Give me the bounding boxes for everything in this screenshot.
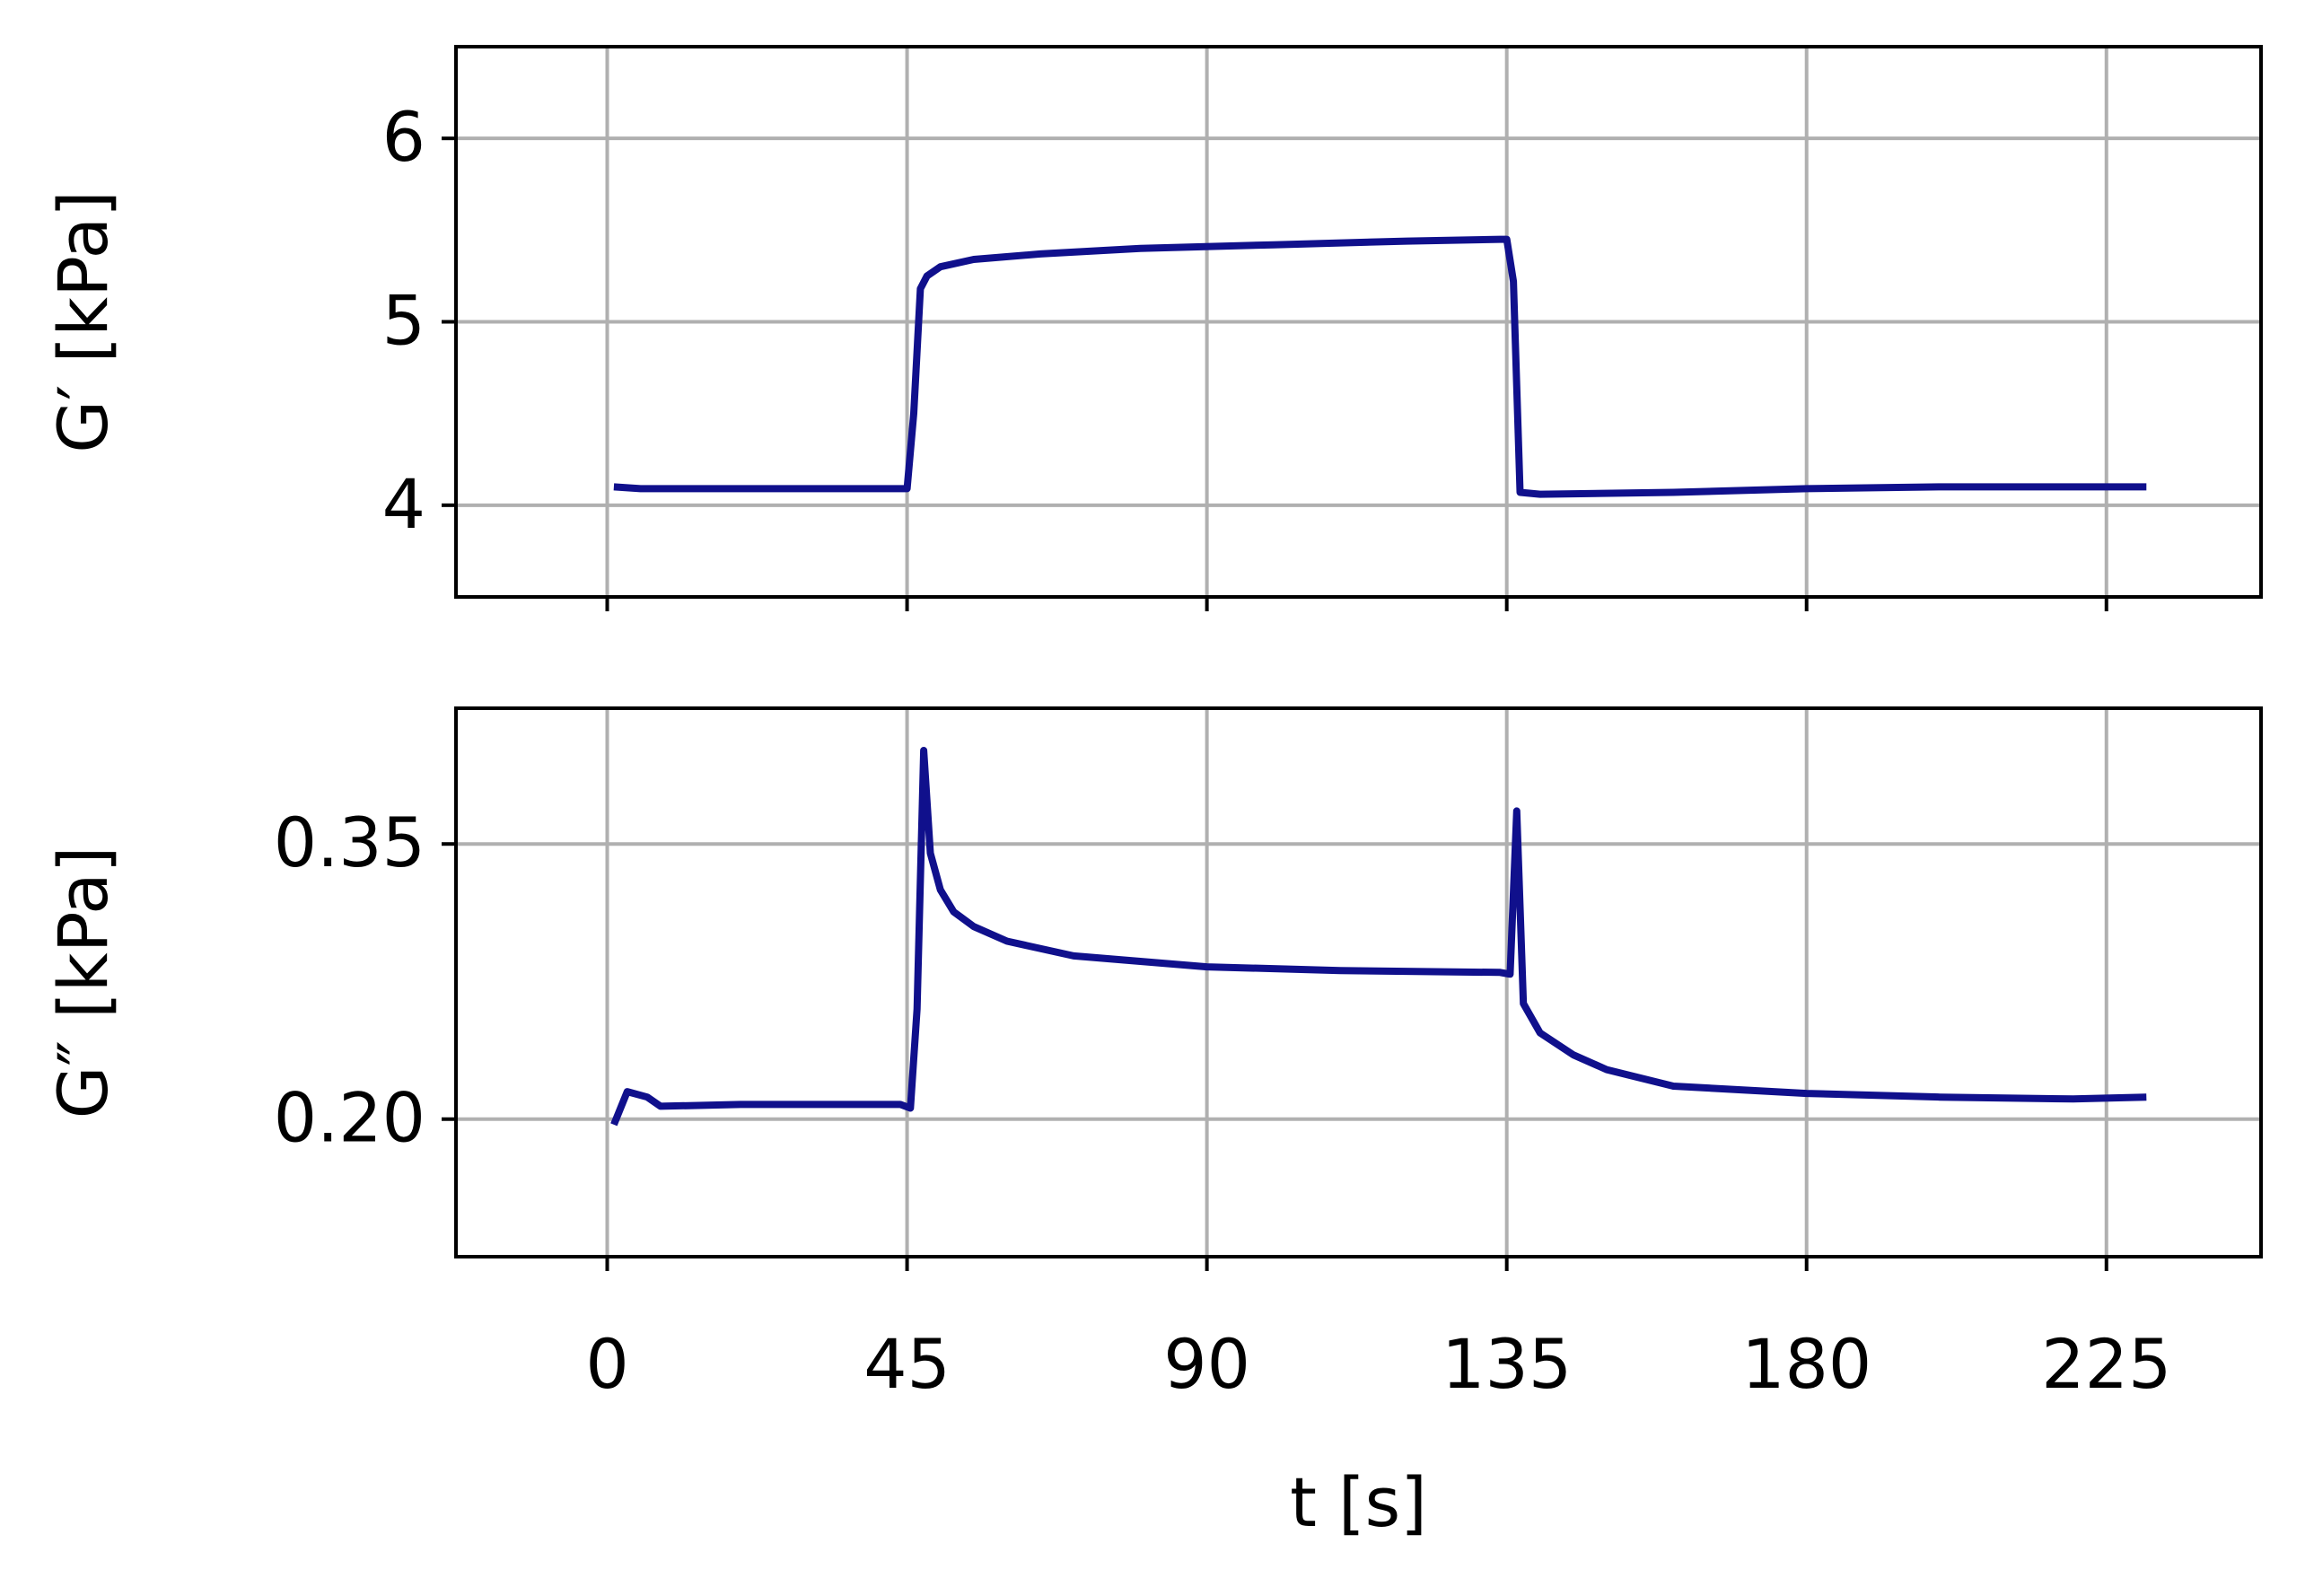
axes-frame [454, 45, 2263, 599]
y-tick-label: 5 [382, 280, 425, 360]
y-axis-label: G′ [kPa] [43, 190, 123, 453]
y-tick-label: 0.35 [274, 802, 425, 882]
x-tick-label: 45 [863, 1324, 951, 1404]
x-tick-label: 0 [585, 1324, 628, 1404]
x-tick-label: 135 [1442, 1324, 1572, 1404]
x-axis-label: t [s] [1290, 1462, 1427, 1542]
y-tick-label: 4 [382, 464, 425, 544]
x-tick-label: 225 [2041, 1324, 2171, 1404]
y-tick-label: 6 [382, 97, 425, 177]
y-tick-label: 0.20 [274, 1078, 425, 1158]
x-tick-label: 90 [1163, 1324, 1250, 1404]
line-series [613, 235, 2147, 498]
line-series [610, 747, 2147, 1127]
y-axis-label: G″ [kPa] [43, 846, 123, 1119]
axes-frame [454, 706, 2263, 1258]
x-tick-label: 180 [1741, 1324, 1871, 1404]
